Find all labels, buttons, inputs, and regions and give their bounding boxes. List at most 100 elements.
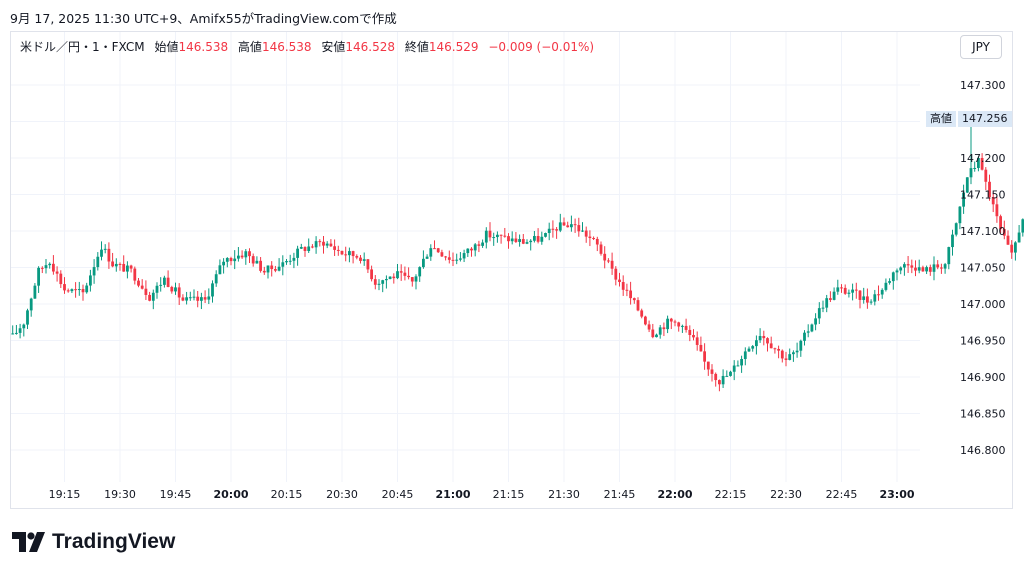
candle-body	[903, 264, 906, 268]
candle-body	[29, 298, 33, 311]
candle-body	[806, 331, 810, 333]
candle	[133, 266, 137, 285]
candle	[829, 291, 832, 303]
candle	[188, 291, 192, 301]
candle-body	[851, 289, 854, 293]
candle-body	[470, 248, 473, 251]
candle-body	[529, 240, 533, 243]
time-axis[interactable]: 19:15 19:30 19:45 20:00 20:15 20:30 20:45 21:00…	[49, 488, 915, 501]
candle	[1010, 240, 1014, 259]
price-tick-label: 146.800	[960, 444, 1006, 457]
candle	[344, 246, 348, 262]
candle	[59, 270, 63, 288]
candle-body	[447, 257, 451, 260]
candle	[651, 323, 655, 339]
candle-body	[307, 246, 311, 252]
candle	[277, 258, 281, 272]
candle	[122, 255, 126, 272]
candle	[706, 361, 710, 376]
candle-body	[943, 264, 947, 269]
candle-body	[385, 279, 388, 281]
price-tick-label: 147.200	[960, 152, 1006, 165]
candle	[910, 259, 914, 274]
candle-body	[1002, 229, 1006, 236]
chart-caption: 9月 17, 2025 11:30 UTC+9、Amifx55がTradingV…	[10, 11, 397, 26]
price-tick-label: 147.100	[960, 225, 1006, 238]
candle	[510, 231, 514, 245]
candle-body	[603, 253, 607, 261]
candle-body	[111, 261, 114, 267]
candle	[63, 277, 66, 294]
candle-body	[732, 365, 736, 372]
candle-body	[48, 263, 52, 266]
candle	[903, 262, 906, 276]
candle	[52, 255, 55, 275]
candle	[629, 281, 632, 305]
candle-body	[669, 318, 673, 322]
candle	[211, 280, 214, 303]
candle-body	[122, 263, 126, 272]
candle	[847, 289, 851, 298]
candle-body	[854, 289, 858, 291]
candle	[81, 284, 85, 301]
candle-body	[44, 265, 48, 269]
chart-frame[interactable]	[10, 31, 1013, 509]
candle	[747, 346, 751, 353]
candle-body	[329, 243, 333, 247]
candle-body	[965, 177, 969, 193]
candle	[225, 257, 229, 268]
candle-body	[762, 336, 766, 339]
candle-body	[170, 286, 174, 292]
candle	[314, 236, 318, 254]
candle-body	[544, 233, 547, 237]
candle	[936, 260, 940, 270]
candle-body	[203, 297, 207, 300]
candle	[684, 318, 688, 333]
candle	[940, 263, 943, 274]
candle	[699, 336, 703, 352]
candle	[351, 250, 355, 264]
candle	[325, 241, 329, 249]
candle-body	[481, 242, 484, 246]
candle	[207, 288, 211, 305]
candle	[381, 279, 385, 293]
candle-body	[984, 169, 988, 182]
currency-button[interactable]: JPY	[960, 35, 1002, 59]
candle	[318, 239, 322, 247]
candle	[866, 288, 869, 309]
candle	[370, 265, 373, 282]
candle	[599, 241, 603, 256]
candle-body	[773, 348, 777, 350]
candle-body	[740, 359, 743, 366]
candle-body	[858, 290, 862, 300]
price-axis[interactable]: 147.300147.250147.200147.150147.100147.0…	[960, 79, 1006, 457]
candle	[29, 297, 33, 317]
candle	[259, 257, 262, 273]
time-tick-label: 22:00	[657, 488, 692, 501]
candle-body	[991, 197, 995, 205]
candle-body	[255, 260, 259, 264]
candle-body	[248, 251, 251, 257]
candle	[958, 206, 962, 230]
candle	[803, 330, 806, 346]
tradingview-logo[interactable]: TradingView	[12, 530, 175, 554]
time-tick-label: 19:45	[160, 488, 192, 501]
candle	[666, 315, 669, 334]
candle-body	[1017, 232, 1021, 243]
candle-body	[799, 340, 803, 351]
candle	[270, 261, 274, 277]
candle-body	[333, 246, 336, 250]
candle-body	[181, 297, 185, 301]
candle	[862, 287, 866, 304]
candle-body	[410, 277, 414, 282]
price-tick-label: 146.950	[960, 335, 1006, 348]
time-tick-label: 22:45	[826, 488, 858, 501]
candle-body	[425, 256, 429, 259]
candle	[311, 244, 314, 249]
candle	[40, 266, 44, 274]
candle-body	[899, 267, 903, 271]
candle	[77, 281, 81, 296]
candle	[462, 249, 466, 263]
candle-body	[155, 285, 159, 293]
